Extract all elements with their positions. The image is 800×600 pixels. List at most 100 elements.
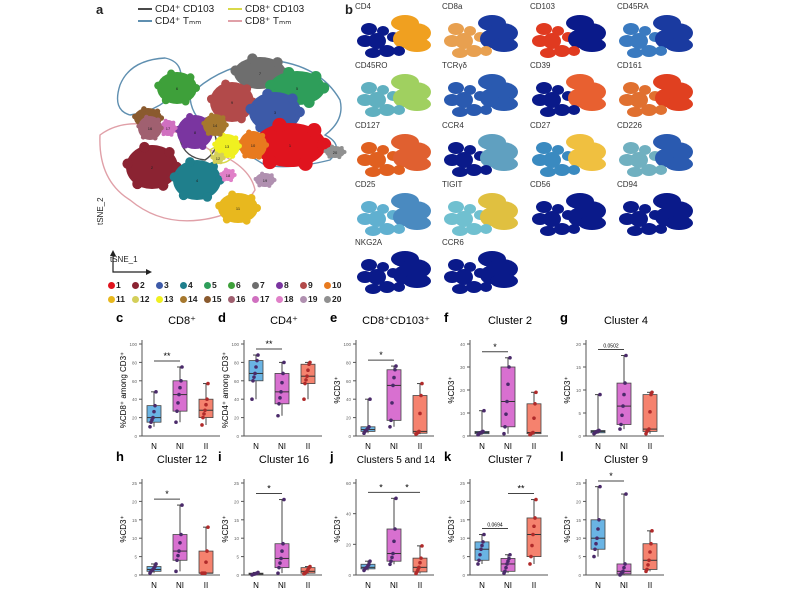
data-point (394, 364, 398, 368)
cluster-19-label: 19 (263, 178, 268, 183)
y-tick-label: 10 (460, 411, 466, 416)
x-tick-label: II (532, 581, 536, 590)
cluster-15-points (141, 106, 147, 112)
cluster-legend-item: 14 (180, 294, 199, 304)
data-point (419, 556, 423, 560)
box-NI (616, 382, 632, 425)
data-point (367, 562, 371, 567)
cluster-10-points (263, 142, 270, 148)
data-point (178, 385, 182, 390)
cluster-13-points (236, 143, 242, 149)
data-point (205, 549, 209, 553)
plot-title: Cluster 4 (604, 315, 648, 327)
y-tick-label: 5 (578, 411, 581, 416)
cluster-1-points (307, 123, 322, 138)
data-point (619, 422, 623, 427)
y-tick-label: 0 (236, 434, 239, 439)
y-axis-label: %CD3⁺ (563, 515, 572, 542)
cluster-5-points (318, 82, 330, 94)
box-II (412, 557, 428, 573)
expression-region (368, 33, 386, 49)
cluster-13-points (212, 141, 218, 147)
expression-region (641, 104, 657, 116)
marker-thumbnail-nkg2a: NKG2A (355, 238, 433, 300)
tsne-xaxis-label: tSNE_1 (110, 255, 138, 264)
significance-label: 0.0502 (603, 344, 619, 350)
y-axis-label: %CD3⁺ (447, 515, 456, 542)
cluster-13-points (230, 153, 236, 159)
panel-letter: i (218, 449, 222, 464)
data-point (534, 497, 538, 502)
expression-region (568, 165, 580, 175)
expression-region (490, 97, 518, 111)
cluster-2-points (139, 141, 150, 153)
data-point (506, 559, 510, 563)
cluster-legend-item: 18 (276, 294, 295, 304)
x-tick-label: II (532, 442, 536, 451)
significance-label: * (493, 342, 497, 352)
cluster-17-points (169, 132, 174, 137)
data-point (302, 397, 306, 401)
x-tick-label: N (365, 442, 371, 451)
cluster-17-label: 17 (166, 126, 171, 131)
expression-region (655, 105, 667, 115)
marker-tsne-plot (619, 74, 693, 117)
x-tick-label: N (253, 581, 259, 590)
cluster-9-label: 9 (231, 100, 234, 105)
marker-thumbnail-cd4: CD4 (355, 2, 433, 64)
data-point (647, 558, 651, 563)
cluster-14-points (209, 112, 214, 118)
cluster-3-points (287, 93, 298, 104)
expression-region (448, 201, 464, 213)
data-point (649, 541, 653, 546)
expression-region (578, 38, 606, 52)
y-axis-label: %CD3⁺ (221, 515, 230, 542)
expression-region (464, 85, 476, 95)
cluster-9-points (237, 114, 246, 124)
cluster-legend-label: 5 (212, 280, 217, 290)
cluster-legend-label: 3 (164, 280, 169, 290)
data-point (595, 536, 599, 540)
cluster-legend-label: 4 (188, 280, 193, 290)
panel-letter: k (444, 449, 452, 464)
data-point (598, 392, 602, 397)
expression-region (464, 262, 476, 272)
y-tick-label: 20 (346, 416, 352, 421)
data-point (392, 375, 396, 380)
data-point (531, 532, 535, 537)
marker-thumbnail-ccr4: CCR4 (442, 121, 520, 183)
expression-region (361, 82, 377, 94)
marker-tsne-plot (444, 74, 518, 117)
cluster-1-points (298, 156, 313, 171)
x-tick-label: N (595, 581, 601, 590)
y-tick-label: 10 (576, 536, 582, 541)
expression-region (455, 269, 473, 285)
data-point (204, 560, 208, 564)
y-axis-label: %CD4⁺ among CD3⁺ (221, 352, 230, 428)
box-plot-l: l Cluster 9 0 5 10 15 20 25 %CD3⁺ N NI II * (560, 449, 664, 590)
cluster-16-points (136, 123, 142, 129)
cluster-9-points (206, 94, 216, 104)
data-point (503, 569, 507, 574)
x-tick-label: N (253, 442, 259, 451)
expression-region (365, 226, 381, 236)
data-point (282, 360, 286, 365)
data-point (420, 544, 424, 548)
expression-region (464, 204, 476, 214)
expression-region (393, 282, 405, 292)
expression-region (377, 26, 389, 36)
expression-region (641, 223, 657, 235)
cluster-19-points (253, 176, 258, 181)
data-point (534, 390, 538, 395)
data-point (276, 571, 280, 575)
expression-region (554, 223, 570, 235)
y-tick-label: 5 (236, 555, 239, 560)
panel-letter: l (560, 449, 564, 464)
data-point (308, 360, 312, 365)
cluster-8-points (199, 142, 207, 150)
data-point (508, 356, 512, 360)
legend-line-icon (228, 20, 242, 23)
marker-tsne-plot (357, 193, 431, 236)
expression-region (361, 142, 377, 154)
cluster-12-points (221, 156, 226, 160)
